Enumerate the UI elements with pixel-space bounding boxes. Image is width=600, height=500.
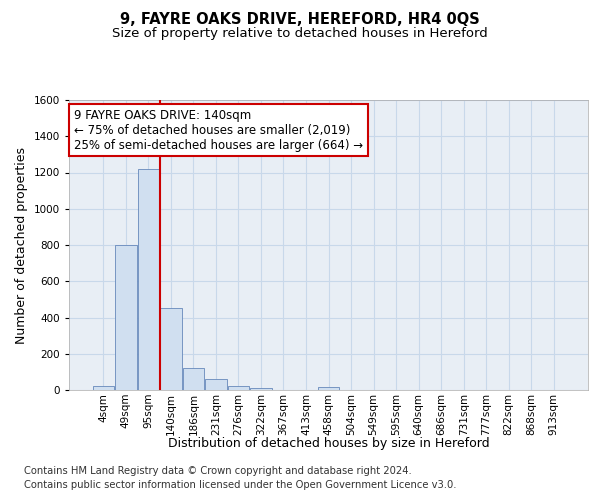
Text: Contains HM Land Registry data © Crown copyright and database right 2024.: Contains HM Land Registry data © Crown c… (24, 466, 412, 476)
Bar (92, 386, 114, 390)
Text: Size of property relative to detached houses in Hereford: Size of property relative to detached ho… (112, 28, 488, 40)
Text: Contains public sector information licensed under the Open Government Licence v3: Contains public sector information licen… (24, 480, 457, 490)
Bar (250, 388, 272, 390)
Bar (205, 380, 227, 390)
Bar (160, 308, 182, 390)
Bar (318, 386, 339, 390)
Text: 9, FAYRE OAKS DRIVE, HEREFORD, HR4 0QS: 9, FAYRE OAKS DRIVE, HEREFORD, HR4 0QS (120, 12, 480, 28)
Y-axis label: Number of detached properties: Number of detached properties (15, 146, 28, 344)
Bar (115, 245, 137, 390)
Bar (182, 368, 204, 390)
Bar (137, 169, 159, 390)
Text: Distribution of detached houses by size in Hereford: Distribution of detached houses by size … (168, 438, 490, 450)
Text: 9 FAYRE OAKS DRIVE: 140sqm
← 75% of detached houses are smaller (2,019)
25% of s: 9 FAYRE OAKS DRIVE: 140sqm ← 75% of deta… (74, 108, 364, 152)
Bar (228, 386, 249, 390)
